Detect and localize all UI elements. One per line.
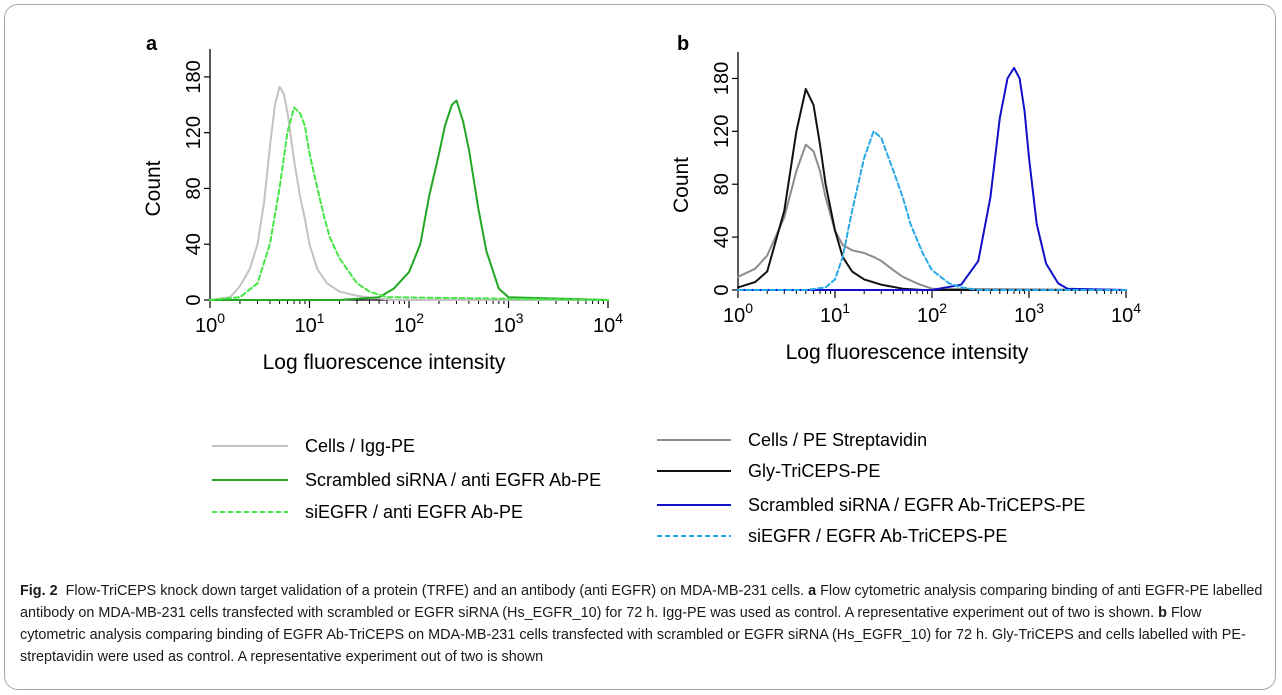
x-tick-label: 104 [1111,300,1141,327]
y-tick-label: 180 [183,60,205,93]
series-line-a-3 [209,106,609,301]
caption-a-text: Flow cytometric analysis comparing bindi… [20,583,1263,621]
legend-label: Scrambled siRNA / anti EGFR Ab-PE [305,470,601,490]
legend-b: Cells / PE Streptavidin Gly-TriCEPS-PE Scr… [657,430,1085,546]
x-tick-label: 103 [493,310,523,337]
y-tick-label: 40 [711,226,733,248]
x-tick-label: 103 [1014,300,1044,327]
series-line-a-1 [209,85,609,301]
legend-a: Cells / Igg-PE Scrambled siRNA / anti EGF… [212,436,601,522]
caption-fig-label: Fig. 2 [20,583,58,599]
figure-canvas: a 100 101 102 103 104 0 40 80 120 180 Log fluoresce… [142,33,1141,546]
chart-panel-a: a 100 101 102 103 104 0 40 80 120 180 Log fluoresce… [142,33,623,522]
y-axis-label: Count [670,157,693,213]
y-axis-label: Count [142,160,165,216]
chart-panel-b: b 100 101 102 103 104 0 40 80 120 180 Log fluoresce… [657,33,1141,546]
caption-intro: Flow-TriCEPS knock down target validatio… [65,583,805,599]
series-line-a-2 [209,99,609,301]
y-tick-label: 0 [183,294,205,305]
legend-label: siEGFR / EGFR Ab-TriCEPS-PE [748,526,1007,546]
y-tick-label: 180 [711,62,733,95]
panel-label: b [677,33,689,55]
series-line-b-4 [737,130,1127,291]
legend-label: siEGFR / anti EGFR Ab-PE [305,502,523,522]
y-tick-label: 120 [711,115,733,148]
x-axis-label: Log fluorescence intensity [786,341,1029,364]
legend-label: Scrambled siRNA / EGFR Ab-TriCEPS-PE [748,495,1085,515]
x-tick-label: 104 [593,310,623,337]
series-line-b-1 [737,143,1127,291]
series-line-b-3 [737,66,1127,291]
figure-caption: Fig. 2 Flow-TriCEPS knock down target va… [20,580,1265,668]
x-tick-label: 100 [195,310,225,337]
y-tick-label: 0 [711,284,733,295]
y-tick-label: 40 [183,233,205,255]
x-tick-label: 101 [294,310,324,337]
y-tick-label: 120 [183,116,205,149]
x-axis-label: Log fluorescence intensity [263,351,506,374]
y-tick-label: 80 [183,177,205,199]
caption-a-label: a [808,583,817,599]
series-line-b-2 [737,88,1127,291]
legend-label: Gly-TriCEPS-PE [748,461,880,481]
legend-label: Cells / Igg-PE [305,436,415,456]
y-tick-label: 80 [711,173,733,195]
caption-b-label: b [1158,605,1167,621]
figure-frame [4,4,1276,690]
x-tick-label: 102 [394,310,424,337]
caption-b-text: Flow cytometric analysis comparing bindi… [20,605,1246,665]
x-tick-label: 101 [820,300,850,327]
panel-label: a [146,33,158,55]
x-tick-label: 102 [917,300,947,327]
legend-label: Cells / PE Streptavidin [748,430,927,450]
x-tick-label: 100 [723,300,753,327]
